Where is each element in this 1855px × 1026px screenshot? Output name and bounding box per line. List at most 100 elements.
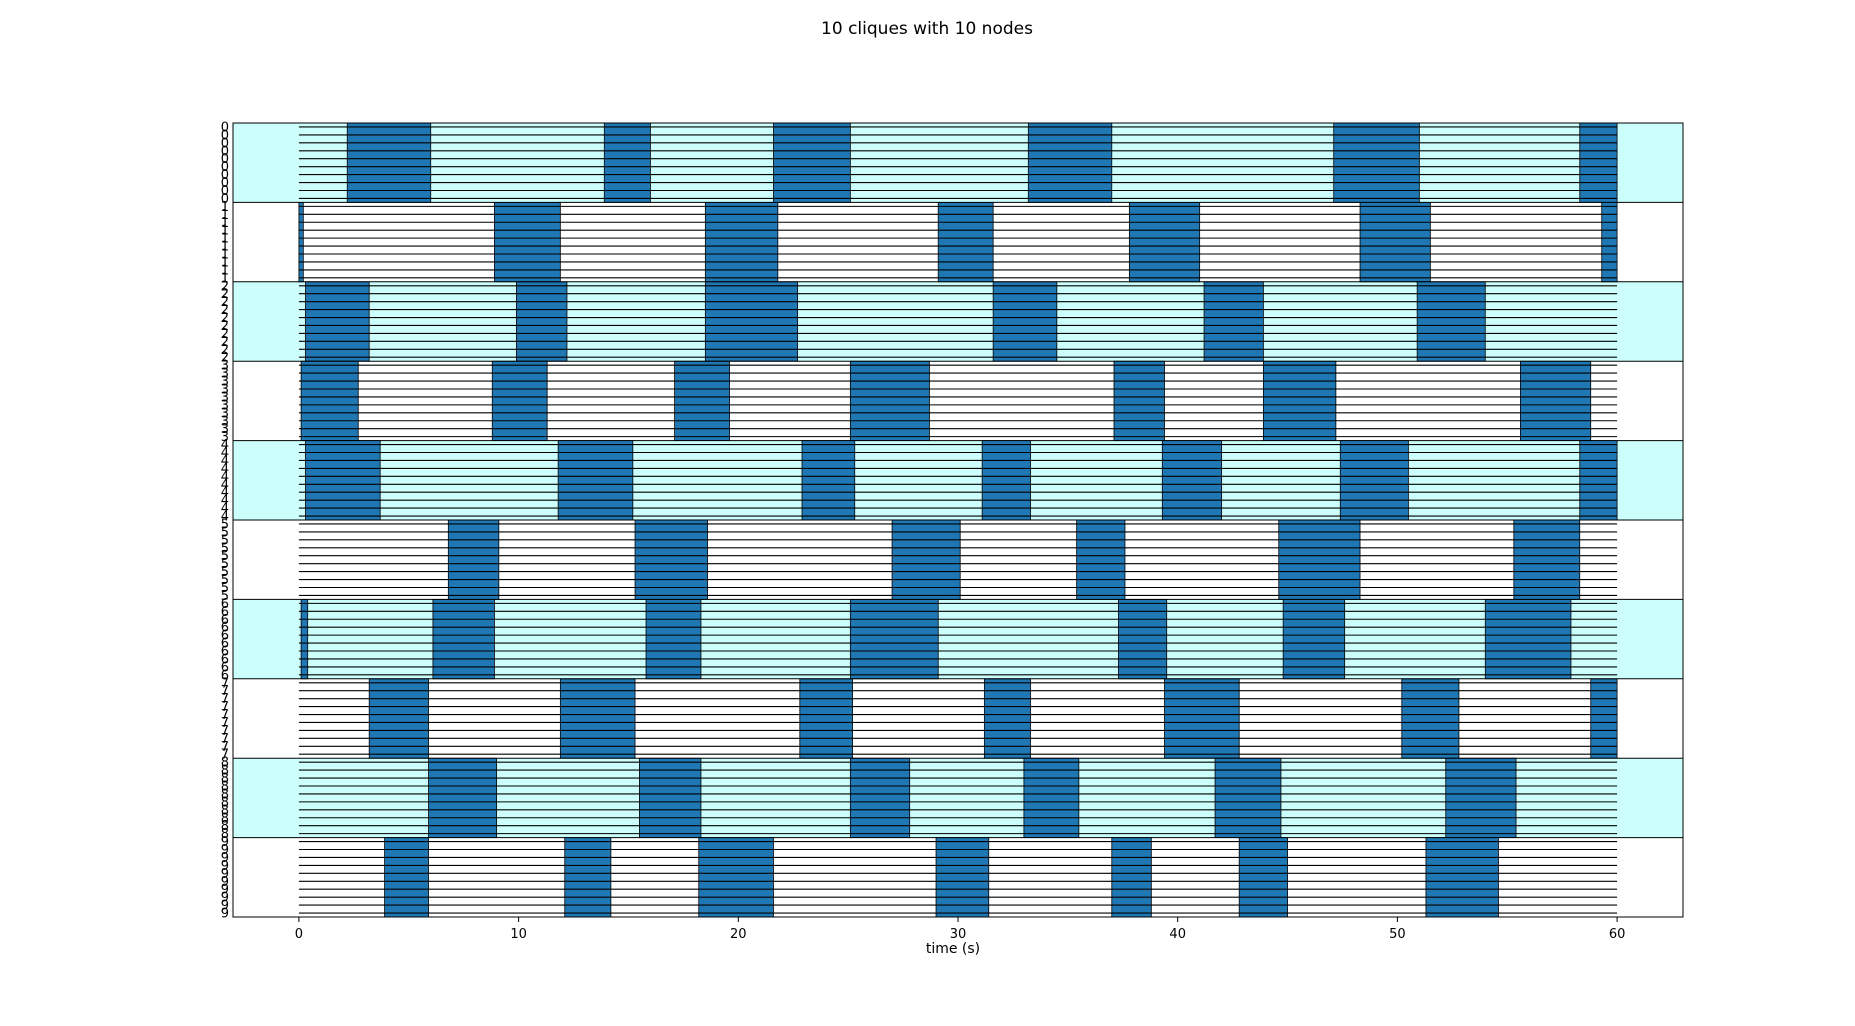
- y-tick-label: 4: [221, 494, 229, 509]
- y-tick-label: 8: [221, 787, 229, 802]
- y-tick-label: 7: [221, 684, 229, 699]
- x-tick-label: 20: [730, 927, 747, 942]
- up-state-2-3: [992, 281, 1058, 362]
- up-state-4-5: [1339, 440, 1409, 521]
- y-tick-label: 8: [221, 756, 229, 771]
- y-tick-label: 9: [221, 835, 229, 850]
- y-tick-label: 9: [221, 891, 229, 906]
- up-state-1-2: [704, 201, 779, 283]
- up-state-2-1: [516, 281, 568, 362]
- y-tick-label: 7: [221, 716, 229, 731]
- up-state-3-2: [674, 360, 730, 442]
- clique-band-4: [233, 440, 1683, 520]
- y-tick-label: 5: [221, 573, 229, 588]
- up-state-1-4: [1128, 201, 1201, 283]
- up-state-1-5: [1359, 201, 1431, 283]
- y-tick-label: 6: [221, 621, 229, 636]
- y-tick-label: 9: [221, 875, 229, 890]
- up-state-6-6: [1484, 599, 1572, 680]
- y-tick-label: 8: [221, 772, 229, 787]
- y-tick-label: 3: [221, 430, 229, 445]
- up-state-4-2: [801, 440, 856, 521]
- up-state-2-4: [1203, 281, 1264, 362]
- up-state-5-1: [634, 519, 708, 600]
- y-tick-label: 6: [221, 668, 229, 683]
- up-state-9-4: [1111, 837, 1152, 918]
- up-state-9-5: [1238, 837, 1288, 918]
- up-state-3-4: [1113, 360, 1165, 442]
- y-tick-label: 4: [221, 454, 229, 469]
- up-state-7-6: [1590, 678, 1618, 759]
- y-tick-label: 3: [221, 414, 229, 429]
- y-tick-label: 1: [221, 248, 229, 263]
- clique-band-0: [233, 123, 1683, 203]
- x-tick-label: 0: [295, 927, 303, 942]
- up-state-9-0: [384, 837, 429, 918]
- y-tick-label: 2: [221, 287, 229, 302]
- y-tick-label: 7: [221, 700, 229, 715]
- y-tick-label: 5: [221, 557, 229, 572]
- x-tick-label: 30: [950, 927, 967, 942]
- x-tick-label: 10: [510, 927, 527, 942]
- y-tick-label: 4: [221, 470, 229, 485]
- x-tick-label: 60: [1609, 927, 1626, 942]
- up-state-0-3: [1027, 122, 1113, 203]
- y-tick-label: 1: [221, 224, 229, 239]
- y-tick-label: 2: [221, 327, 229, 342]
- y-tick-label: 1: [221, 271, 229, 286]
- y-tick-label: 5: [221, 517, 229, 532]
- y-tick-label: 5: [221, 533, 229, 548]
- up-state-7-1: [559, 678, 636, 759]
- y-tick-label: 5: [221, 541, 229, 556]
- y-tick-label: 2: [221, 343, 229, 358]
- y-tick-label: 3: [221, 406, 229, 421]
- up-state-2-2: [704, 281, 799, 362]
- up-state-marks: [298, 122, 1618, 918]
- y-tick-label: 1: [221, 263, 229, 278]
- y-tick-label: 4: [221, 478, 229, 493]
- y-tick-label: 6: [221, 660, 229, 675]
- y-tick-label: 0: [221, 192, 229, 207]
- y-tick-label: 4: [221, 462, 229, 477]
- y-tick-label: 8: [221, 819, 229, 834]
- y-tick-label: 3: [221, 359, 229, 374]
- y-tick-label: 4: [221, 510, 229, 525]
- up-state-8-2: [849, 757, 911, 839]
- y-tick-label: 3: [221, 422, 229, 437]
- y-tick-label: 2: [221, 351, 229, 366]
- y-tick-label: 0: [221, 144, 229, 159]
- up-state-7-4: [1164, 678, 1240, 759]
- node-lines: [233, 122, 1683, 914]
- y-tick-label: 7: [221, 740, 229, 755]
- y-tick-label: 9: [221, 907, 229, 922]
- up-state-4-4: [1161, 440, 1223, 521]
- y-tick-label: 3: [221, 367, 229, 382]
- y-tick-label: 1: [221, 216, 229, 231]
- up-state-7-0: [368, 678, 429, 759]
- y-tick-label: 2: [221, 319, 229, 334]
- up-state-5-2: [891, 519, 961, 600]
- y-tick-label: 3: [221, 382, 229, 397]
- y-tick-label: 6: [221, 637, 229, 652]
- y-tick-label: 2: [221, 303, 229, 318]
- y-tick-label: 8: [221, 764, 229, 779]
- y-tick-label: 3: [221, 390, 229, 405]
- y-tick-label: 2: [221, 279, 229, 294]
- y-tick-label: 9: [221, 851, 229, 866]
- x-axis-label: time (s): [926, 941, 980, 957]
- y-tick-label: 9: [221, 899, 229, 914]
- x-tick-labels: 0 10 20 30 40 50 60: [295, 917, 1626, 942]
- y-tick-label: 8: [221, 795, 229, 810]
- y-tick-label: 6: [221, 597, 229, 612]
- y-tick-label: 0: [221, 128, 229, 143]
- y-tick-label: 9: [221, 867, 229, 882]
- y-tick-label: 9: [221, 859, 229, 874]
- y-tick-label: 7: [221, 692, 229, 707]
- y-tick-label: 7: [221, 732, 229, 747]
- y-tick-label: 5: [221, 565, 229, 580]
- y-tick-label: 0: [221, 184, 229, 199]
- up-state-4-0: [305, 440, 381, 521]
- up-state-4-1: [557, 440, 634, 521]
- y-tick-label: 2: [221, 295, 229, 310]
